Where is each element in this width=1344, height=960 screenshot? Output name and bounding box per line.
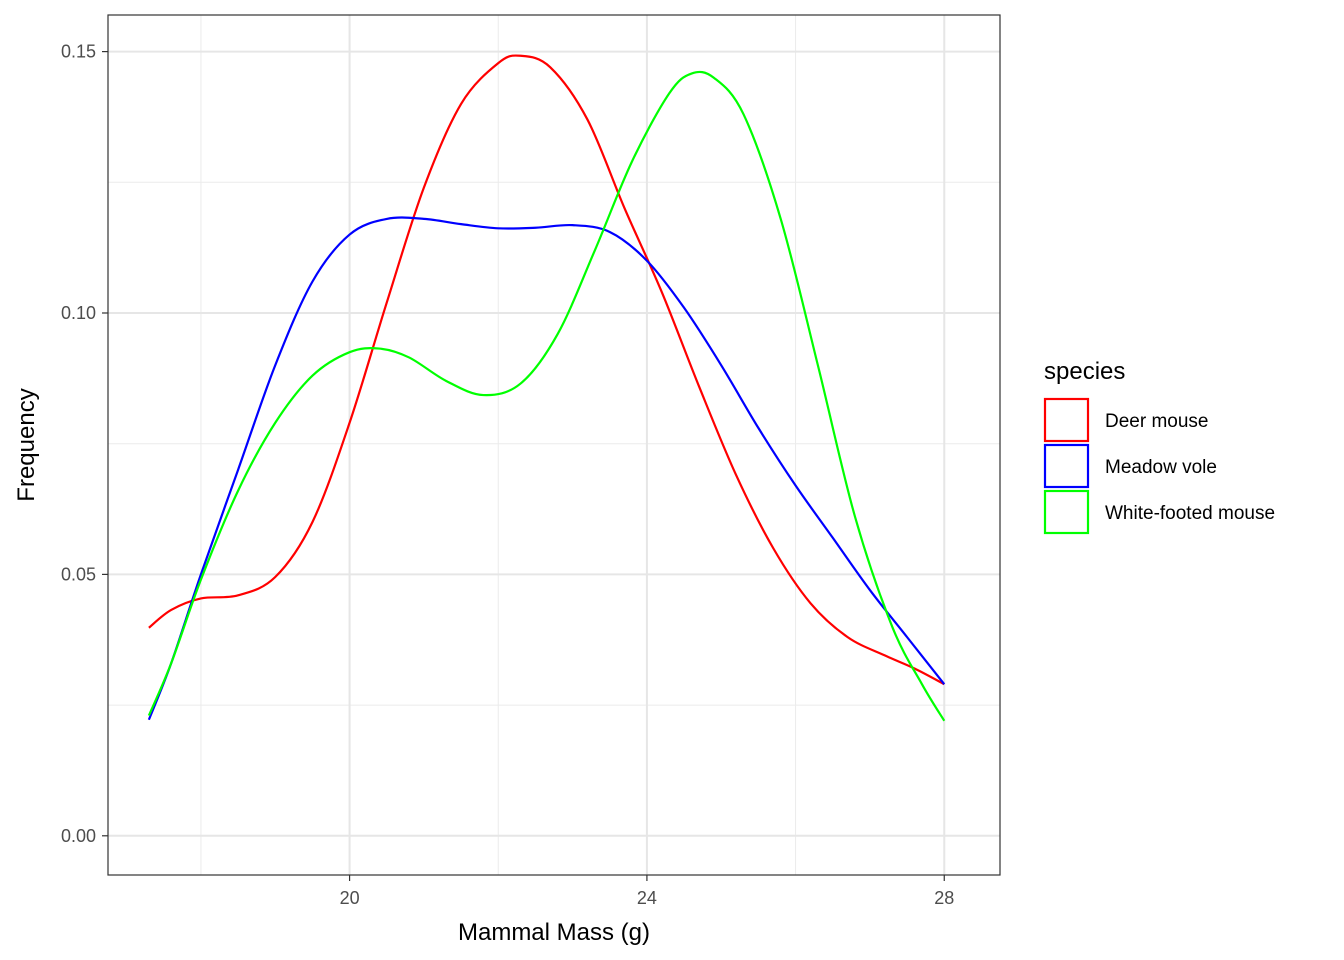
plot-background [108, 15, 1000, 875]
tick-labels: 20 24 28 0.00 0.05 0.10 0.15 [61, 42, 954, 908]
series-line-deer-mouse [148, 54, 945, 686]
legend-label-deer-mouse: Deer mouse [1105, 411, 1209, 432]
y-axis-title: Frequency [13, 388, 40, 501]
legend-item-white-footed-mouse: White-footed mouse [1043, 489, 1275, 535]
legend-key-white-footed-mouse [1043, 489, 1090, 535]
legend-label-meadow-vole: Meadow vole [1105, 457, 1217, 478]
y-tick-label-2: 0.10 [61, 303, 96, 323]
axis-ticks [102, 50, 945, 881]
y-tick-label-1: 0.05 [61, 564, 96, 584]
legend-items: Deer mouse Meadow vole White-footed mouse [1043, 397, 1275, 535]
legend-key-meadow-vole [1043, 443, 1090, 489]
x-tick-label-1: 24 [637, 888, 657, 908]
grid-minor [108, 15, 1000, 875]
x-tick-label-2: 28 [934, 888, 954, 908]
y-tick-label-0: 0.00 [61, 826, 96, 846]
legend-key-deer-mouse [1043, 397, 1090, 443]
y-tick-label-3: 0.15 [61, 42, 96, 62]
plot-border [107, 14, 1001, 876]
grid-major [108, 15, 1000, 875]
legend-item-meadow-vole: Meadow vole [1043, 443, 1217, 489]
series-line-white-footed-mouse [147, 70, 946, 722]
x-axis-title: Mammal Mass (g) [458, 919, 650, 946]
series-line-meadow-vole [147, 216, 946, 721]
legend-label-white-footed-mouse: White-footed mouse [1105, 503, 1275, 524]
legend-item-deer-mouse: Deer mouse [1043, 397, 1209, 443]
x-tick-label-0: 20 [340, 888, 360, 908]
legend: species Deer mouse Meadow vole White-foote… [1043, 358, 1275, 535]
series-lines [147, 54, 946, 722]
legend-title: species [1044, 358, 1125, 385]
